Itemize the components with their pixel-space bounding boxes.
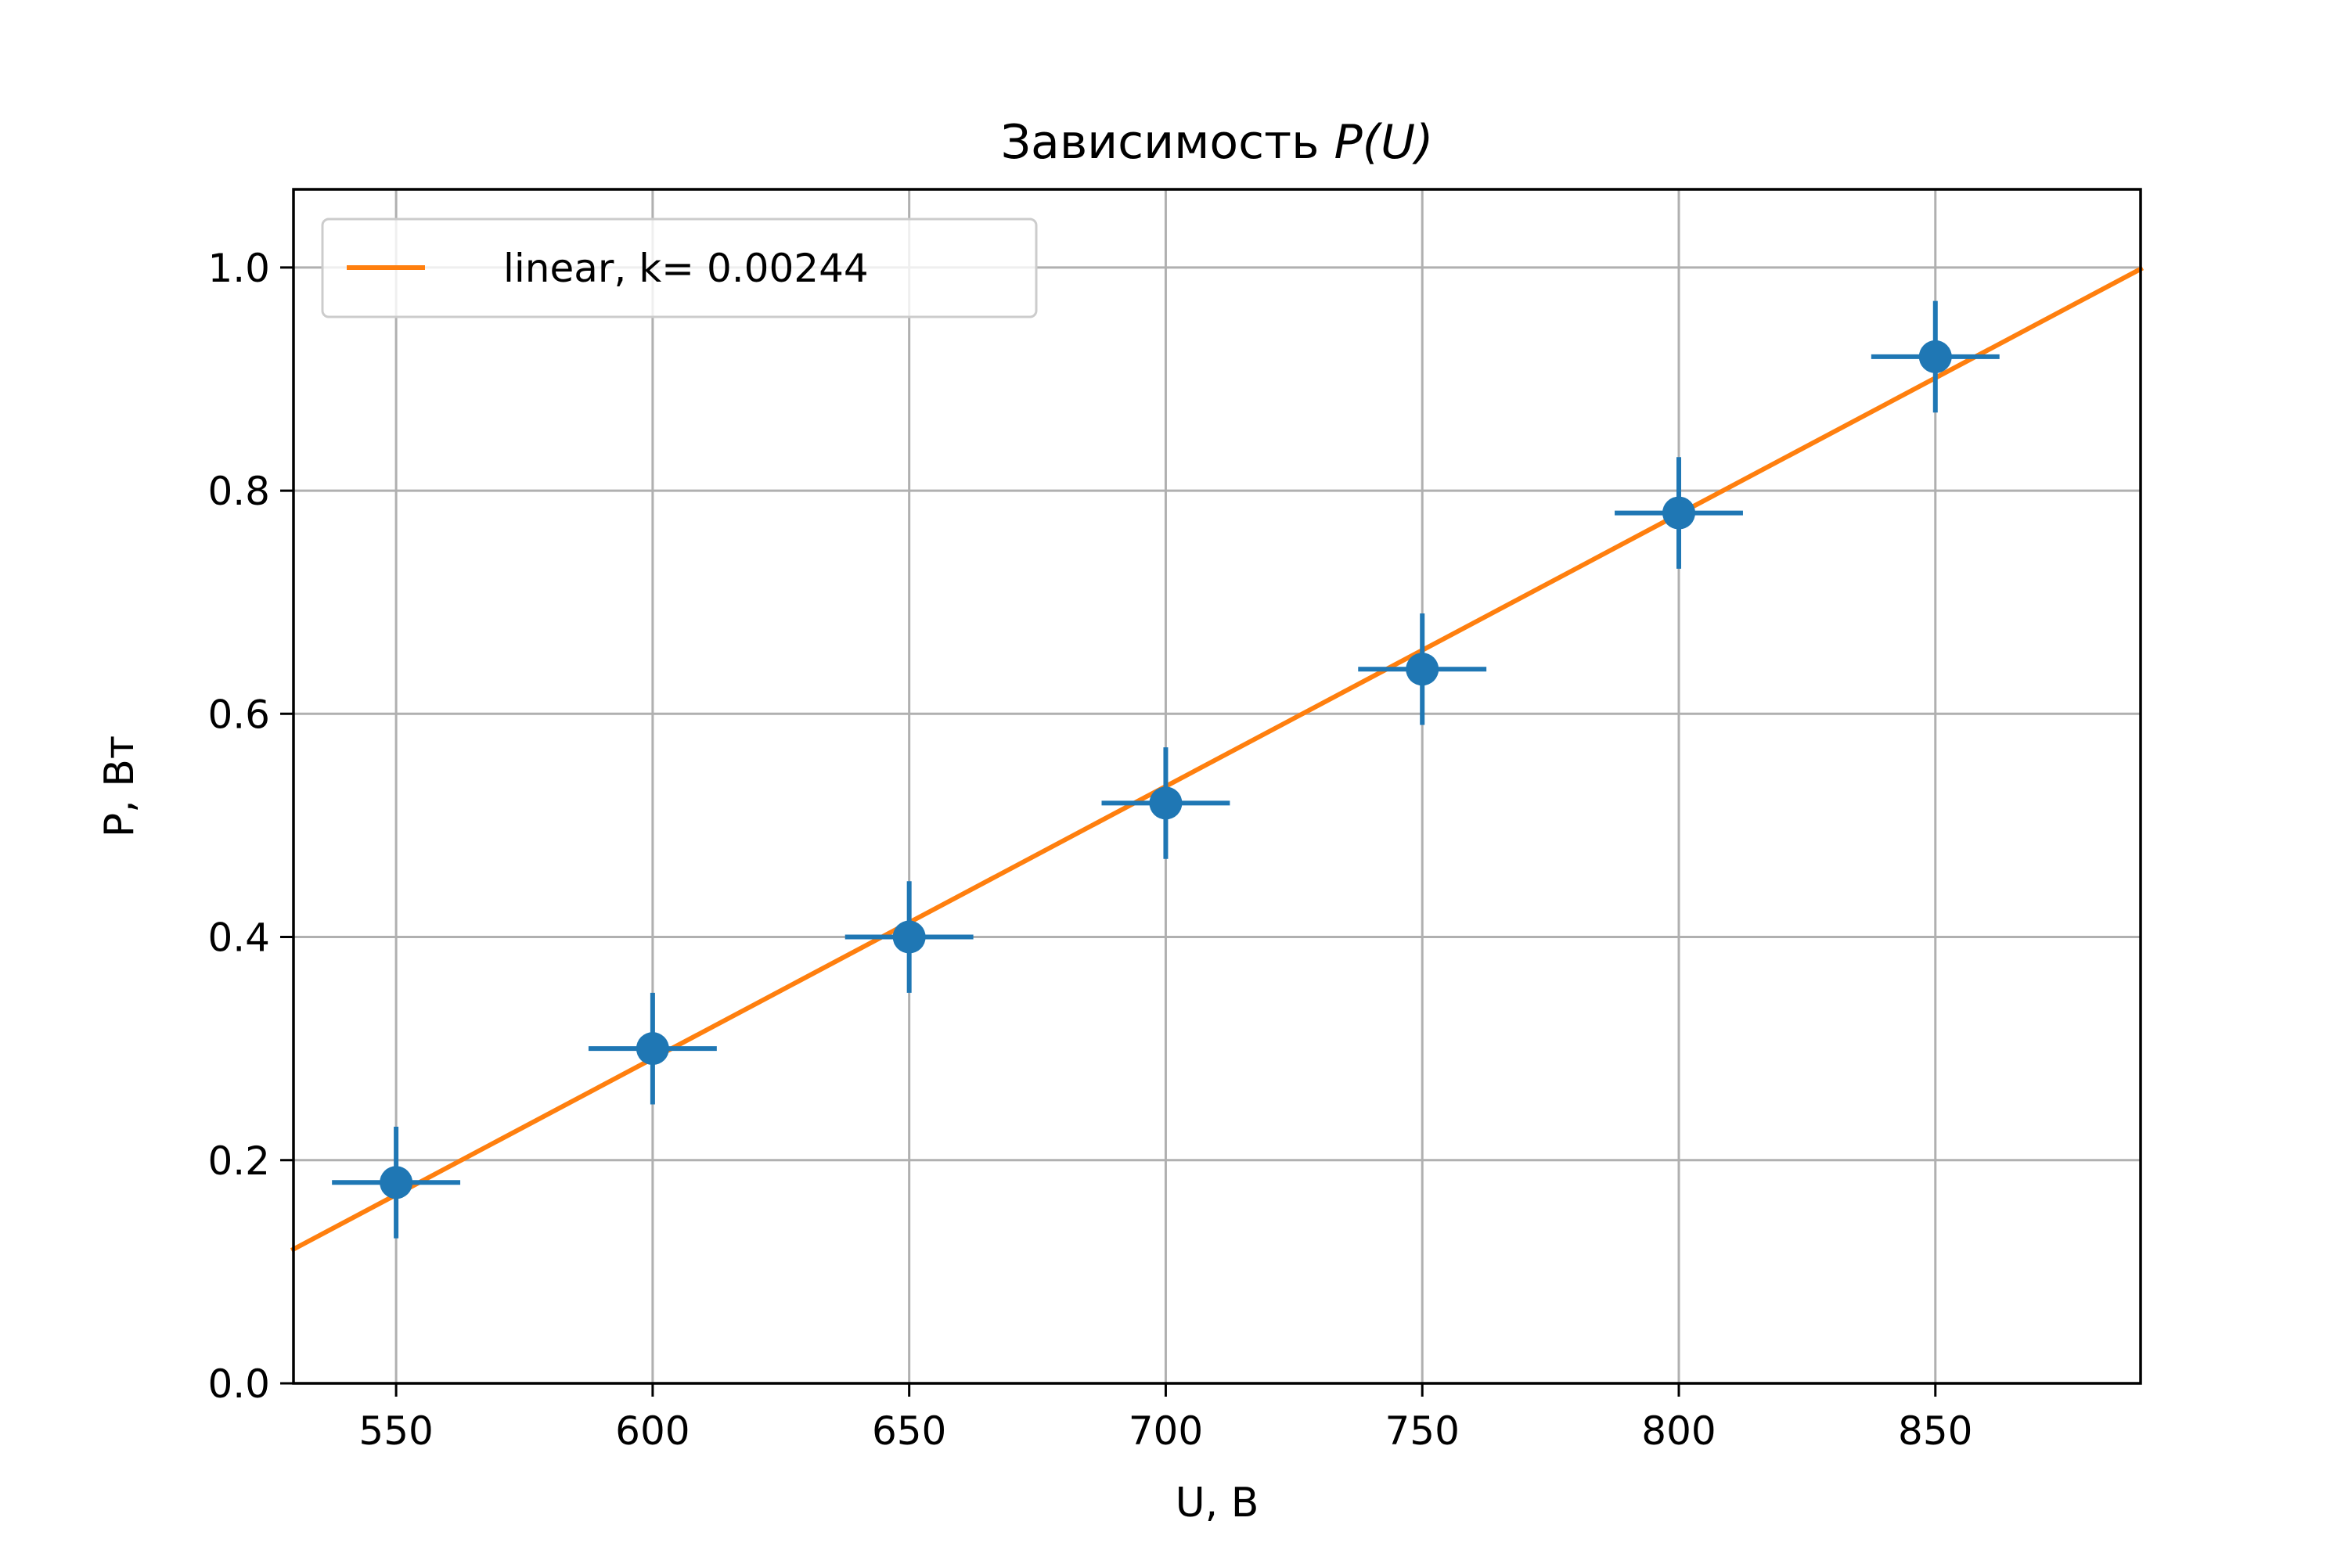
data-marker: [1918, 340, 1952, 373]
data-marker: [1406, 653, 1439, 686]
data-marker: [892, 920, 926, 954]
plot-frame: [292, 188, 2142, 1385]
x-tick-label: 600: [615, 1408, 690, 1454]
x-tick-label: 800: [1641, 1408, 1716, 1454]
ticks: 550 600 650 700 750 800 850 0.0 0.2 0.4 0.6 0.8 1.0: [207, 246, 1972, 1454]
x-tick-label: 650: [872, 1408, 946, 1454]
data-point: [588, 992, 717, 1105]
data-marker: [1149, 786, 1183, 820]
y-tick-label: 0.2: [207, 1138, 270, 1184]
data-point: [1358, 613, 1487, 725]
data-marker: [636, 1032, 669, 1066]
x-tick-label: 750: [1385, 1408, 1460, 1454]
y-tick-label: 0.6: [207, 692, 270, 737]
fit-line: [290, 265, 2145, 1253]
data-point: [1615, 457, 1743, 569]
y-tick-label: 0.8: [207, 469, 270, 514]
chart-title: Зависимость P(U): [1001, 115, 1434, 170]
y-tick-label: 1.0: [207, 246, 270, 291]
x-tick-label: 850: [1898, 1408, 1972, 1454]
x-axis-label: U, В: [1176, 1480, 1259, 1527]
data-point: [332, 1126, 461, 1239]
data-marker: [380, 1166, 413, 1199]
legend-label-linear: linear, k= 0.00244: [503, 246, 869, 291]
y-tick-label: 0.4: [207, 915, 270, 961]
y-tick-label: 0.0: [207, 1361, 270, 1407]
fit-line-layer: [290, 265, 2145, 1253]
x-tick-label: 550: [358, 1408, 433, 1454]
chart-title-prefix: Зависимость: [1001, 115, 1334, 170]
data-point: [1871, 300, 2000, 413]
data-point: [1101, 747, 1230, 859]
legend-box: [321, 218, 1038, 318]
axes: [292, 188, 2142, 1385]
data-marker: [1662, 496, 1695, 530]
data-point: [844, 881, 974, 993]
chart-title-math: P(U): [1334, 115, 1434, 170]
legend: linear, k= 0.00244: [321, 218, 1038, 318]
data-points-layer: [332, 300, 2000, 1239]
x-tick-label: 700: [1129, 1408, 1203, 1454]
y-axis-label: P, Вт: [96, 735, 143, 837]
